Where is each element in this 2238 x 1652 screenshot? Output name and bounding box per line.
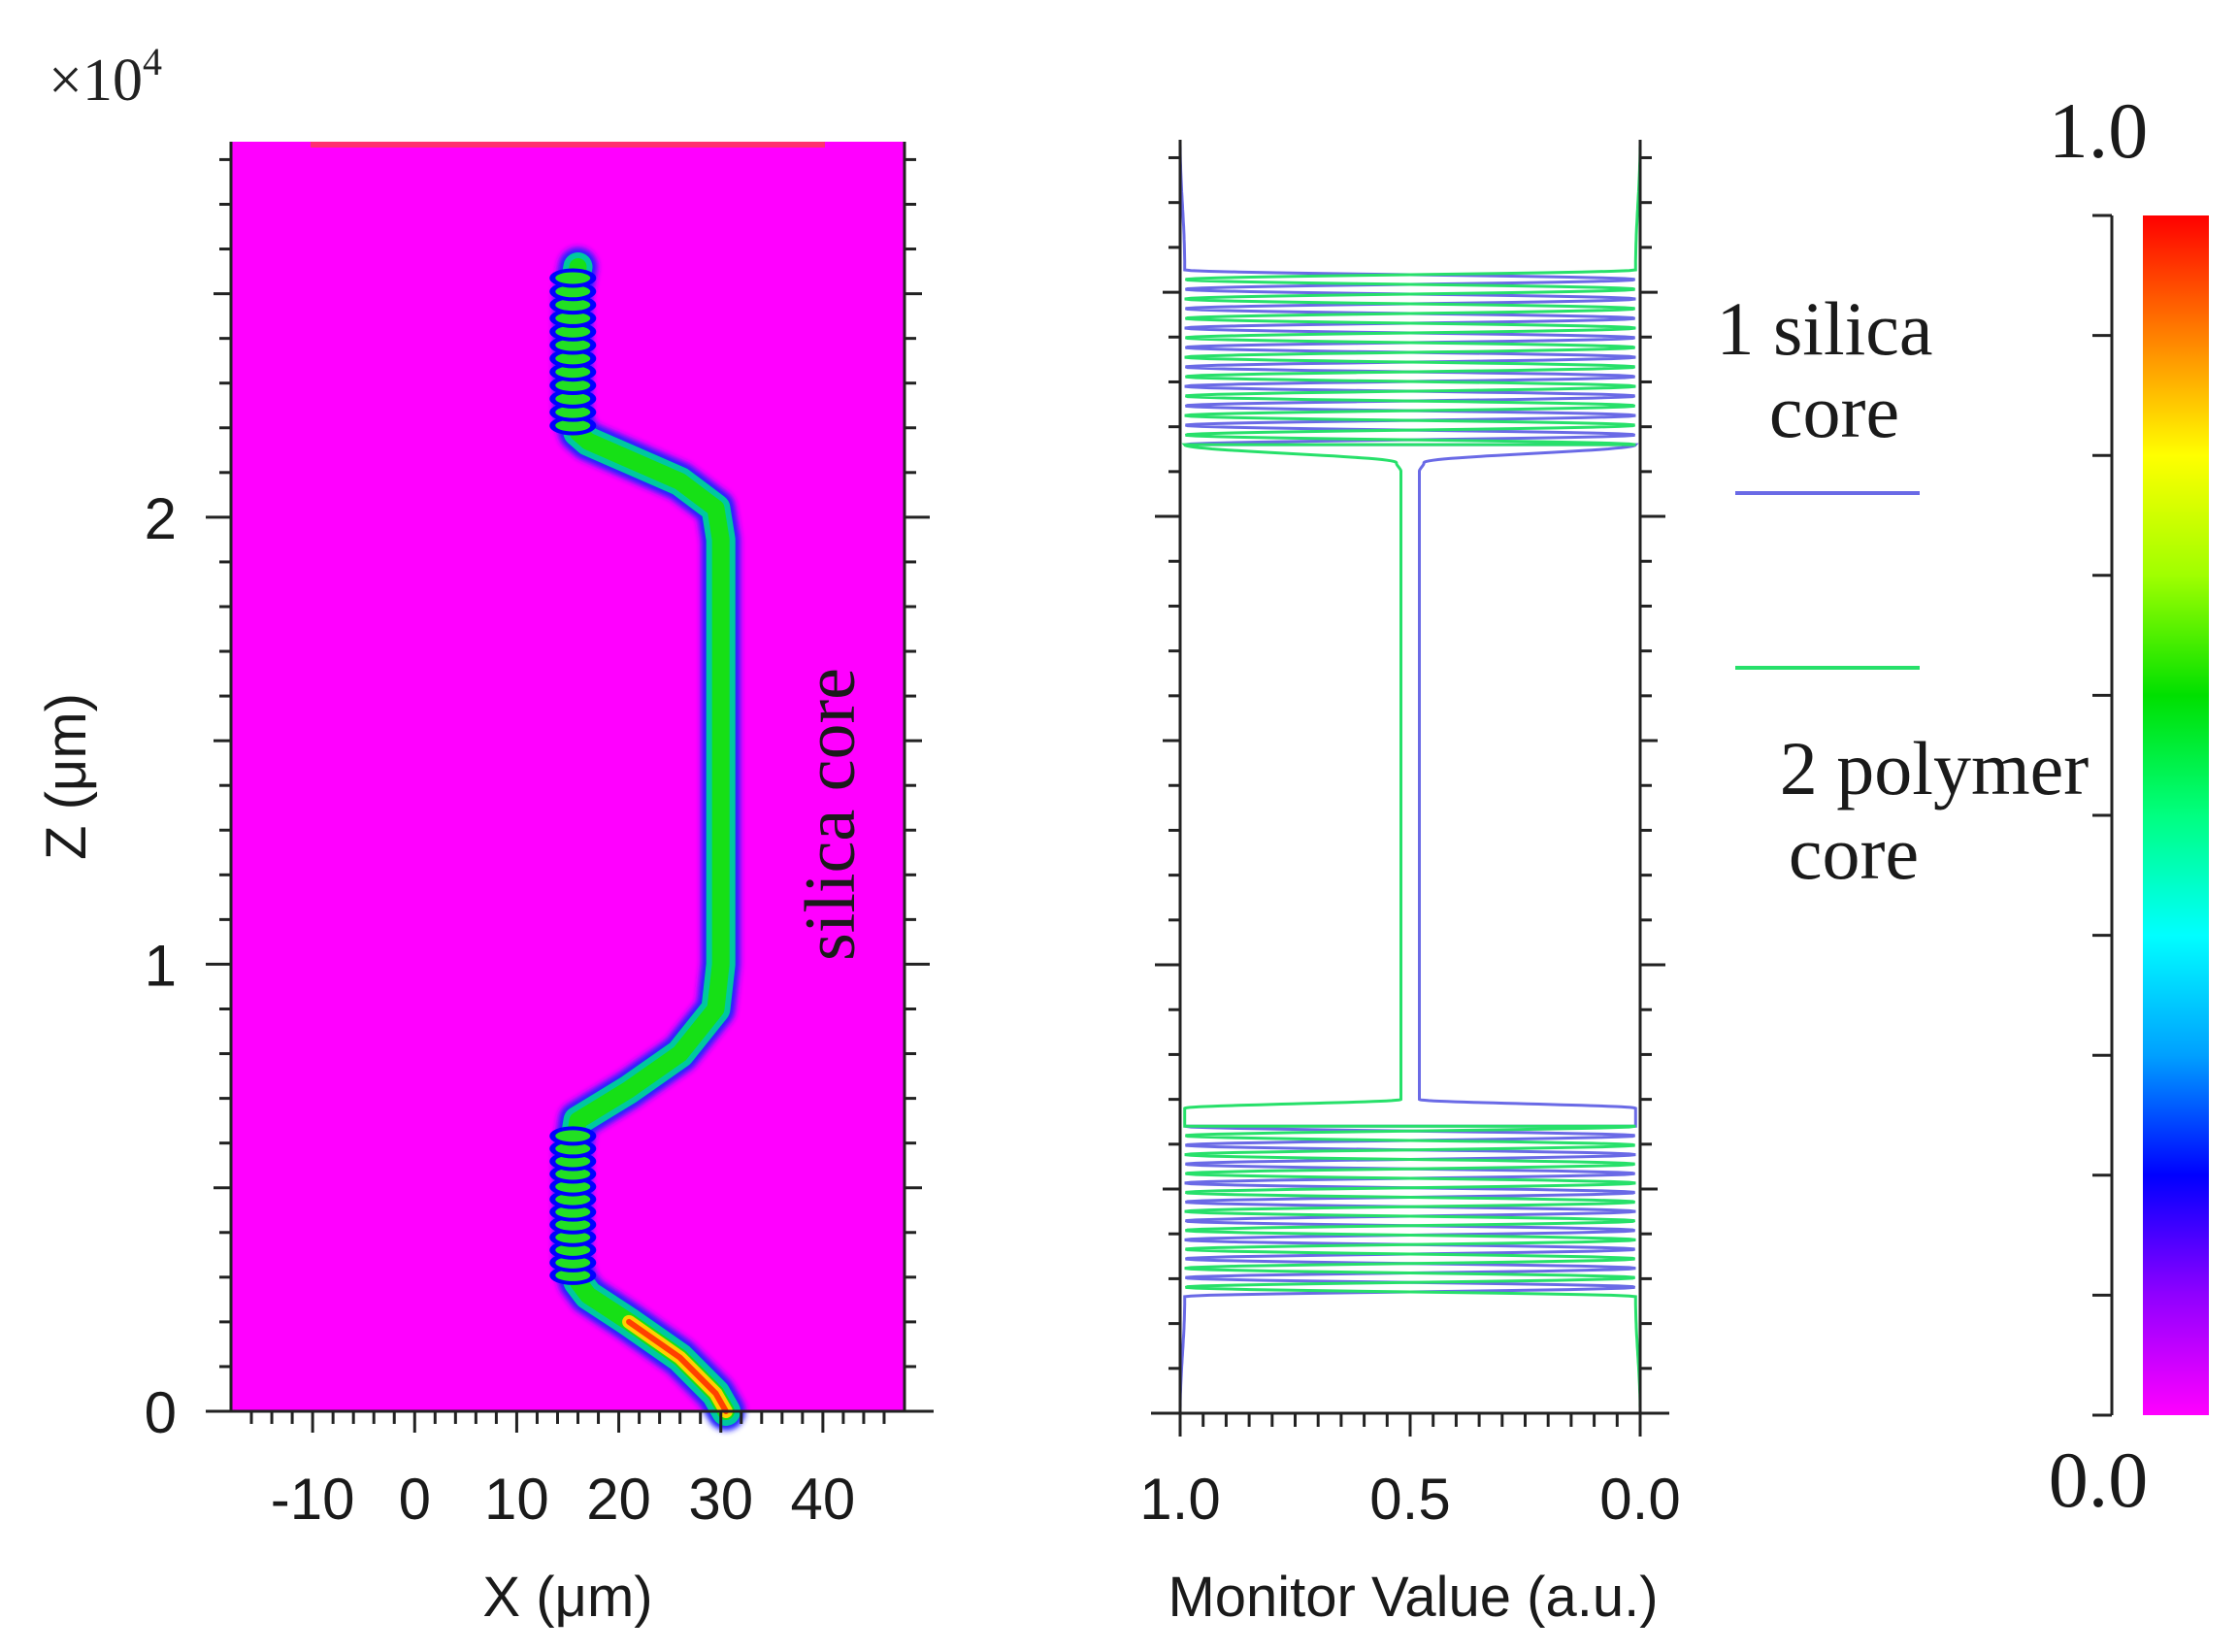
heatmap-x-tick-label: 30: [688, 1467, 753, 1532]
coupling-bead-inner: [555, 1180, 591, 1193]
monitor-x-tick-label: 1.0: [1139, 1467, 1220, 1532]
coupling-bead-inner: [555, 1193, 591, 1206]
heatmap-axes: -10 0 10 20 30 40 0 1 2: [145, 142, 934, 1532]
coupling-bead-inner: [555, 339, 591, 351]
coupling-bead-inner: [555, 1218, 591, 1231]
coupling-bead-inner: [555, 406, 591, 418]
coupling-bead-inner: [555, 312, 591, 324]
coupling-bead-inner: [555, 299, 591, 312]
legend-label-line1: 1 silica: [1716, 286, 1932, 371]
top-edge-strip: [311, 142, 825, 148]
coupling-bead-inner: [555, 272, 591, 284]
colorbar-min-label: 0.0: [2049, 1436, 2149, 1524]
exponent-label: ×104: [49, 40, 162, 114]
coupling-bead-inner: [555, 1256, 591, 1269]
coupling-bead-inner: [555, 1269, 591, 1281]
coupling-bead-inner: [555, 1206, 591, 1218]
coupling-bead-inner: [555, 1243, 591, 1256]
coupling-bead-inner: [555, 366, 591, 379]
legend-label-line2: core: [1769, 369, 1899, 453]
monitor-x-tick-label: 0.0: [1599, 1467, 1680, 1532]
heatmap-y-tick-label: 2: [145, 486, 177, 551]
heatmap-y-axis-label: Z (μm): [35, 693, 98, 860]
legend-label-line1: 2 polymer: [1780, 726, 2089, 810]
coupling-bead-inner: [555, 1231, 591, 1243]
coupling-bead-inner: [555, 380, 591, 392]
coupling-bead-inner: [555, 1130, 591, 1142]
coupling-bead-inner: [555, 1142, 591, 1155]
coupling-bead-inner: [555, 419, 591, 432]
heatmap-x-axis-label: X (μm): [482, 1566, 652, 1629]
heatmap-y-tick-label: 0: [145, 1380, 177, 1445]
monitor-series-line-2: [1181, 140, 1642, 1413]
colorbar-axis: [2092, 214, 2114, 1417]
coupling-bead-inner: [555, 352, 591, 365]
beam-path: [311, 142, 825, 1431]
colorbar-bar: [2143, 215, 2209, 1415]
heatmap-y-tick-label: 1: [145, 933, 177, 998]
colorbar-max-label: 1.0: [2049, 86, 2149, 175]
monitor-axes: 1.0 0.5 0.0: [1139, 140, 1681, 1532]
heatmap-x-tick-label: 10: [484, 1467, 549, 1532]
coupling-bead-inner: [555, 1155, 591, 1168]
legend-label-line2: core: [1789, 810, 1919, 895]
monitor-x-tick-label: 0.5: [1369, 1467, 1450, 1532]
monitor-series-line-1: [1178, 140, 1639, 1413]
monitor-lines: [1178, 140, 1642, 1413]
heatmap-x-tick-label: 0: [399, 1467, 431, 1532]
monitor-x-axis-label: Monitor Value (a.u.): [1168, 1566, 1658, 1629]
coupling-bead-inner: [555, 1168, 591, 1180]
coupling-bead-inner: [555, 392, 591, 405]
heatmap-x-tick-label: 40: [791, 1467, 856, 1532]
coupling-bead-inner: [555, 285, 591, 298]
heatmap-x-tick-label: 20: [586, 1467, 651, 1532]
silica-core-annotation: silica core: [791, 668, 871, 961]
field-heatmap-panel: -10 0 10 20 30 40 0 1 2 silica core X (μm) Z (μm…: [35, 142, 934, 1629]
coupling-bead-inner: [555, 325, 591, 338]
heatmap-x-tick-label: -10: [271, 1467, 355, 1532]
beam-hot-core: [626, 1318, 729, 1414]
monitor-panel: 1.0 0.5 0.0 Monitor Value (a.u.) 1 silicac…: [1139, 140, 2089, 1629]
colorbar: 1.0 0.0: [2049, 86, 2209, 1524]
